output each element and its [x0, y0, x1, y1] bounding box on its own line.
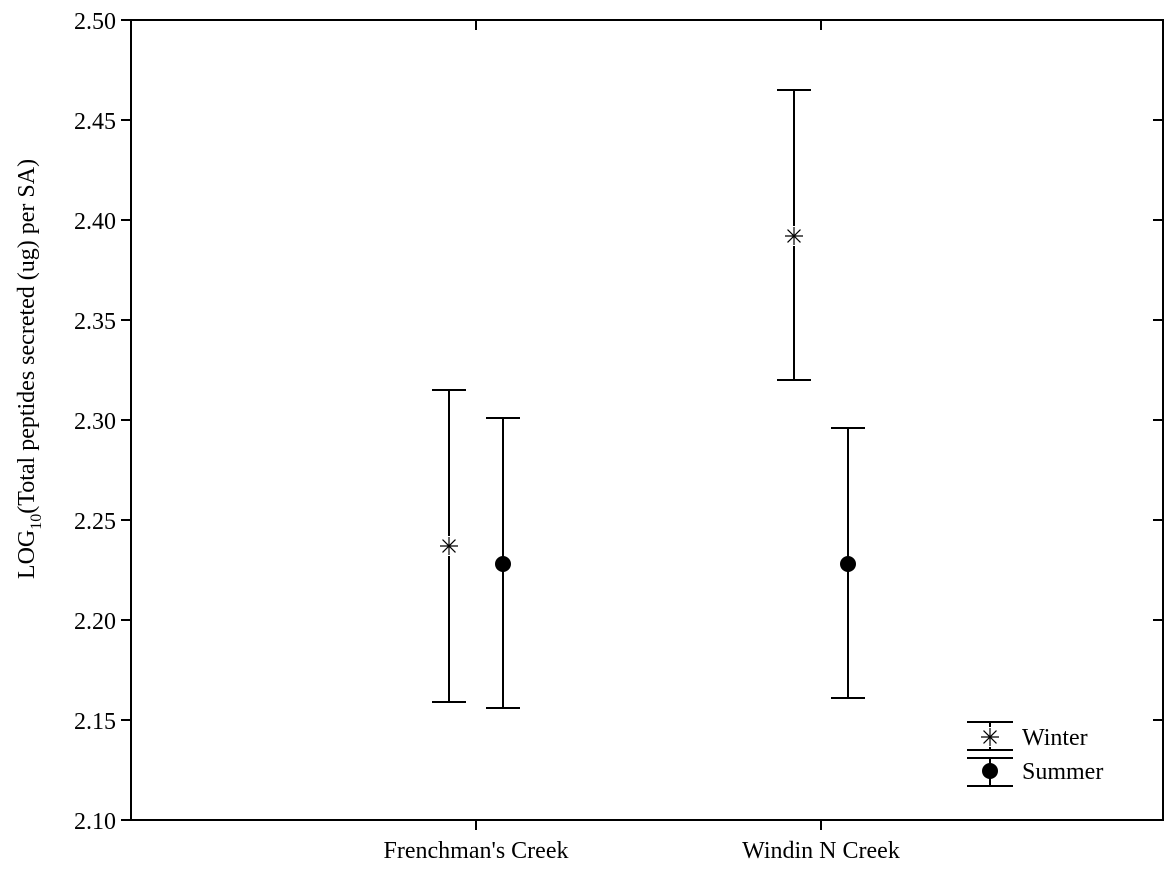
y-axis-ticks: 2.10 2.15 2.20 2.25 2.30 2.35 2.40 2.45 2.50	[74, 9, 1163, 835]
plot-axes	[130, 19, 1164, 821]
legend: Winter Summer	[967, 721, 1103, 787]
y-axis-label: LOG10(Total peptides secreted (ug) per S…	[14, 159, 45, 579]
legend-label: Summer	[1022, 759, 1103, 785]
y-tick-label: 2.20	[74, 609, 116, 635]
y-tick-label: 2.15	[74, 709, 116, 735]
y-tick-label: 2.25	[74, 509, 116, 535]
data-point-winter	[440, 537, 458, 555]
error-bar-summer	[486, 417, 520, 709]
y-tick-label: 2.10	[74, 809, 116, 835]
error-bar-summer	[831, 427, 865, 699]
y-tick-label: 2.35	[74, 309, 116, 335]
legend-entry-winter: Winter	[967, 721, 1088, 751]
error-bar-winter	[777, 89, 811, 381]
legend-entry-summer: Summer	[967, 757, 1103, 787]
legend-marker-asterisk-icon	[981, 728, 999, 746]
legend-label: Winter	[1022, 725, 1088, 751]
data-point-summer	[840, 556, 856, 572]
error-bar-winter	[432, 389, 466, 703]
y-axis-label-rest: (Total peptides secreted (ug) per SA)	[14, 159, 40, 514]
y-tick-label: 2.45	[74, 109, 116, 135]
data-point-winter	[785, 227, 803, 245]
plot-frame	[130, 19, 1164, 821]
x-axis-ticks: Frenchman's Creek Windin N Creek	[384, 20, 900, 864]
y-axis-label-prefix: LOG	[14, 530, 40, 579]
y-tick-label: 2.40	[74, 209, 116, 235]
y-axis-label-subscript: 10	[28, 514, 45, 530]
y-tick-label: 2.50	[74, 9, 116, 35]
x-tick-label: Windin N Creek	[742, 838, 900, 864]
x-tick-label: Frenchman's Creek	[384, 838, 569, 864]
legend-marker-circle-icon	[982, 763, 998, 779]
y-tick-label: 2.30	[74, 409, 116, 435]
data-marks	[432, 89, 865, 709]
data-point-summer	[495, 556, 511, 572]
